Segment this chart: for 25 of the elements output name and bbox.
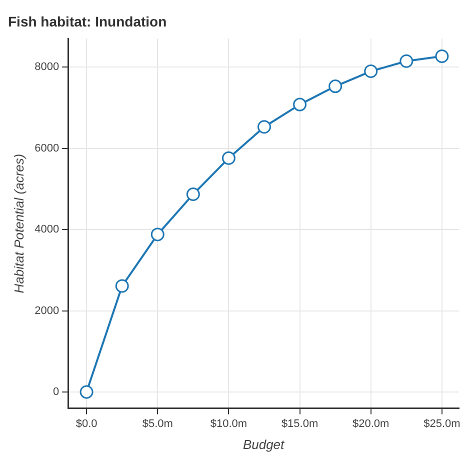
point — [364, 64, 378, 78]
x-tick-label: $25.0m — [424, 418, 460, 430]
point — [186, 188, 200, 202]
y-tick-label: 2000 — [34, 304, 60, 317]
point — [80, 385, 94, 399]
y-axis-title: Habitat Potential (acres) — [11, 154, 26, 294]
point — [222, 151, 236, 165]
chart-title: Fish habitat: Inundation — [8, 13, 167, 30]
point — [150, 228, 164, 242]
point — [115, 279, 129, 293]
y-tick-label: 0 — [52, 386, 60, 398]
point — [328, 80, 342, 94]
point — [257, 120, 271, 134]
x-tick-label: $20.0m — [352, 418, 390, 430]
x-tick-label: $15.0m — [281, 418, 318, 430]
x-tick-label: $5.0m — [142, 418, 173, 430]
x-axis-title: Budget — [242, 436, 286, 452]
point — [293, 98, 307, 112]
point — [400, 54, 414, 68]
point — [435, 50, 449, 64]
y-tick-label: 8000 — [34, 61, 60, 74]
y-tick-label: 4000 — [34, 224, 60, 236]
x-tick-label: $10.0m — [210, 418, 248, 430]
y-tick-label: 6000 — [34, 142, 60, 154]
x-tick-label: $0.0 — [76, 418, 98, 430]
